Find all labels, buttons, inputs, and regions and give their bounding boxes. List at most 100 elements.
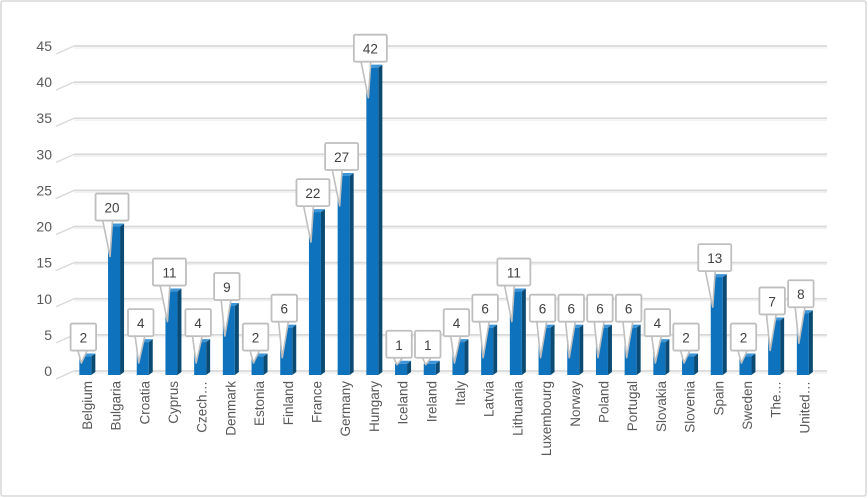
bar-Estonia (251, 353, 268, 375)
bar-side-face (607, 324, 612, 375)
callout-value: 27 (334, 150, 349, 165)
bar-side-face (722, 274, 727, 375)
data-label-callout: 4 (643, 308, 671, 364)
bar-side-face (263, 353, 268, 375)
x-axis-category-label: Norway (568, 381, 583, 427)
x-axis-category-label: Belgium (80, 381, 95, 430)
y-axis-tick-label: 0 (44, 363, 52, 379)
callout-box (557, 293, 585, 323)
bar-side-face (521, 288, 526, 375)
gridline-3d-tick (55, 298, 75, 308)
bar-side-face (808, 310, 813, 375)
data-label-callout: 42 (352, 33, 388, 99)
bar-side-face (636, 324, 641, 375)
bar-front-face (308, 212, 321, 375)
x-axis-category-label: United… (797, 381, 812, 434)
callout-value: 6 (481, 302, 489, 317)
callout-box (729, 322, 758, 352)
callout-box (352, 33, 388, 63)
bar-side-face (120, 223, 125, 375)
bar-side-face (493, 324, 498, 375)
callout-box (697, 243, 733, 273)
bar-front-face (108, 226, 121, 375)
bar-front-face (337, 176, 350, 375)
bar-side-face (550, 324, 555, 375)
callout-value: 9 (223, 280, 231, 295)
data-label-callout: 6 (528, 293, 557, 359)
callout-value: 4 (194, 316, 202, 331)
data-label-callout: 11 (152, 257, 187, 323)
bar-side-face (665, 339, 670, 375)
data-label-callout: 6 (471, 293, 499, 359)
y-axis-tick-label: 40 (36, 74, 52, 90)
callout-box (758, 286, 786, 316)
data-label-callout: 11 (496, 257, 532, 323)
callout-box (414, 329, 442, 359)
x-axis-category-label: Czech… (195, 381, 210, 433)
bar-front-face (395, 363, 408, 375)
gridline-3d-tick (55, 189, 75, 200)
data-label-callout: 4 (127, 308, 155, 364)
x-axis-category-label: Latvia (482, 381, 497, 418)
gridline-3d-tick (55, 262, 75, 272)
bar-side-face (349, 173, 354, 375)
bar-front-face (423, 363, 436, 375)
callout-value: 8 (797, 287, 805, 302)
bar-side-face (378, 64, 383, 376)
callout-box (152, 257, 187, 287)
x-axis-category-label: Finland (281, 381, 296, 425)
y-axis-tick-label: 30 (36, 146, 52, 162)
data-label-callout: 27 (324, 142, 360, 207)
callout-value: 2 (252, 331, 260, 346)
callout-box (615, 293, 643, 323)
bar-Germany (337, 173, 354, 375)
data-label-callout: 13 (697, 243, 733, 308)
callout-value: 6 (280, 302, 288, 317)
callout-value: 4 (137, 316, 145, 331)
callout-box (295, 178, 331, 208)
data-label-callout: 4 (442, 308, 471, 364)
bar-side-face (177, 288, 182, 375)
data-label-callout: 20 (94, 192, 130, 258)
x-axis-category-label: The… (769, 381, 784, 418)
bar-side-face (148, 339, 153, 375)
x-axis-category-label: Cyprus (166, 381, 181, 424)
callout-value: 11 (162, 266, 176, 281)
x-axis-category-label: Spain (711, 381, 726, 416)
x-axis-category-label: Portugal (625, 381, 640, 431)
y-axis-tick-label: 5 (44, 327, 52, 343)
x-axis-category-label: Italy (453, 381, 468, 406)
callout-box (213, 272, 241, 301)
data-label-callout: 9 (213, 272, 241, 337)
x-axis-category-label: Hungary (367, 381, 382, 432)
bar-front-face (509, 291, 522, 375)
x-axis-category-label: Denmark (223, 381, 238, 436)
callout-box (471, 293, 499, 323)
bar-side-face (234, 303, 239, 375)
data-label-callout: 2 (241, 322, 270, 364)
bar-side-face (407, 360, 412, 375)
x-axis-category-label: Lithuania (510, 381, 525, 436)
bar-front-face (251, 356, 264, 375)
data-label-callout: 7 (758, 286, 786, 352)
data-label-callout: 2 (729, 322, 758, 364)
callout-value: 1 (424, 338, 432, 353)
gridline-3d-tick (55, 45, 75, 55)
callout-value: 13 (707, 251, 722, 266)
x-axis-category-label: Iceland (396, 381, 411, 425)
data-label-callout: 1 (385, 329, 413, 366)
x-axis-category-label: Ireland (424, 381, 439, 422)
callout-value: 42 (363, 42, 378, 57)
x-axis-category-label: Bulgaria (109, 381, 124, 431)
gridline-3d-tick (55, 370, 75, 380)
bar-front-face (366, 67, 379, 376)
callout-value: 6 (625, 302, 633, 317)
bar-side-face (464, 339, 469, 375)
callout-value: 11 (507, 266, 521, 281)
x-axis-category-label: Luxembourg (539, 381, 554, 456)
callout-value: 4 (453, 316, 461, 331)
callout-value: 6 (596, 302, 604, 317)
data-label-callout: 8 (787, 279, 815, 345)
callout-box (270, 293, 298, 323)
